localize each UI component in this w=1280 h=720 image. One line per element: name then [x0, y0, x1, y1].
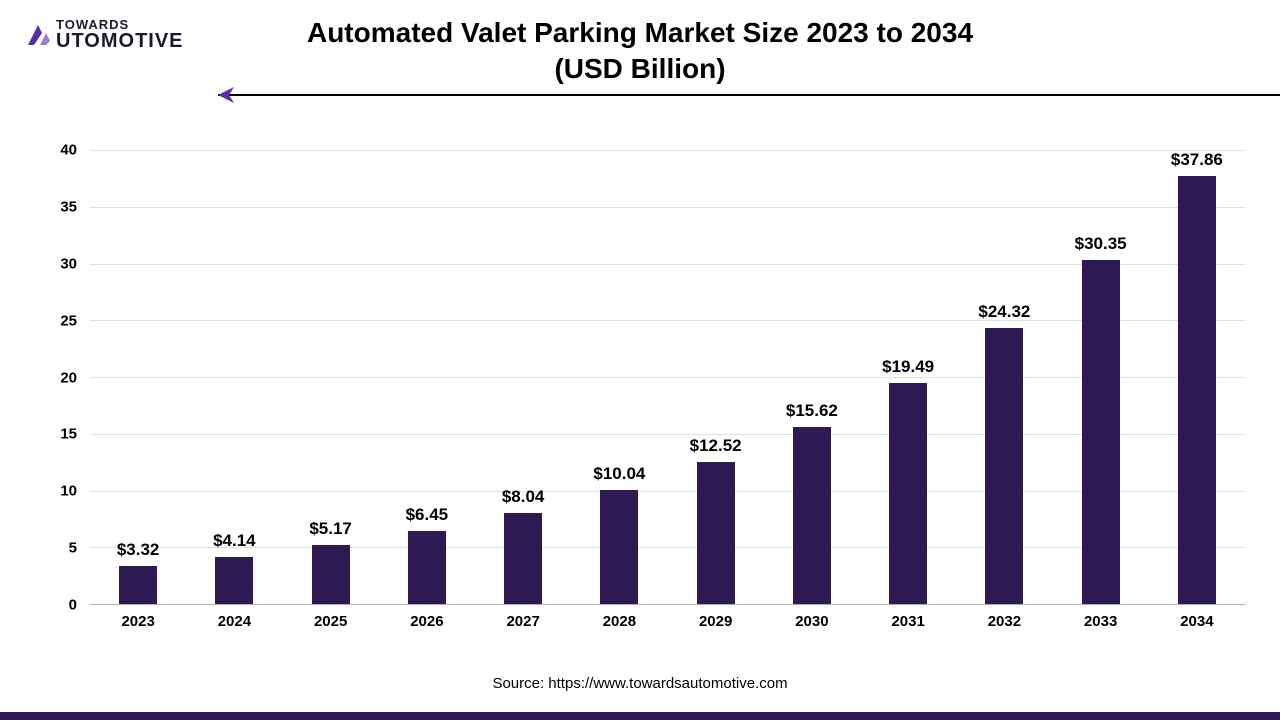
- bar: [697, 462, 735, 604]
- x-tick-label: 2027: [475, 607, 571, 630]
- bar-chart: 0510152025303540 $3.32$4.14$5.17$6.45$8.…: [50, 150, 1245, 630]
- bar-value-label: $6.45: [406, 505, 449, 525]
- y-tick: 15: [60, 426, 77, 443]
- bar-group: $24.32: [956, 150, 1052, 604]
- bar-value-label: $15.62: [786, 401, 838, 421]
- x-tick-label: 2034: [1149, 607, 1245, 630]
- y-tick: 0: [69, 597, 77, 614]
- bar-value-label: $4.14: [213, 531, 256, 551]
- bar-group: $3.32: [90, 150, 186, 604]
- y-tick: 5: [69, 540, 77, 557]
- bottom-accent-bar: [0, 712, 1280, 720]
- bars-container: $3.32 $4.14 $5.17 $6.45 $8.04 $10.04 $12.52 $15…: [90, 150, 1245, 604]
- y-tick: 25: [60, 312, 77, 329]
- bar: [408, 531, 446, 604]
- bar-value-label: $30.35: [1075, 234, 1127, 254]
- bar: [793, 427, 831, 604]
- bar-value-label: $10.04: [593, 464, 645, 484]
- y-axis: 0510152025303540: [50, 150, 85, 605]
- y-tick: 35: [60, 198, 77, 215]
- bar-group: $15.62: [764, 150, 860, 604]
- plot-area: $3.32 $4.14 $5.17 $6.45 $8.04 $10.04 $12.52 $15…: [90, 150, 1245, 605]
- x-tick-label: 2023: [90, 607, 186, 630]
- x-tick-label: 2033: [1053, 607, 1149, 630]
- source-text: Source: https://www.towardsautomotive.co…: [0, 675, 1280, 692]
- y-tick: 10: [60, 483, 77, 500]
- x-axis: 2023202420252026202720282029203020312032…: [90, 607, 1245, 630]
- bar-value-label: $5.17: [309, 519, 352, 539]
- arrow-left-icon: [216, 84, 238, 106]
- bar-value-label: $37.86: [1171, 150, 1223, 170]
- title-line-2: (USD Billion): [554, 53, 725, 84]
- bar: [1082, 260, 1120, 604]
- bar: [985, 328, 1023, 604]
- bar-value-label: $19.49: [882, 357, 934, 377]
- bar-group: $5.17: [283, 150, 379, 604]
- bar: [504, 513, 542, 604]
- x-tick-label: 2026: [379, 607, 475, 630]
- bar-group: $10.04: [571, 150, 667, 604]
- x-tick-label: 2031: [860, 607, 956, 630]
- bar-group: $8.04: [475, 150, 571, 604]
- title-line-1: Automated Valet Parking Market Size 2023…: [307, 17, 973, 48]
- bar-group: $12.52: [668, 150, 764, 604]
- x-tick-label: 2029: [668, 607, 764, 630]
- divider-line: [218, 94, 1280, 96]
- bar-group: $30.35: [1053, 150, 1149, 604]
- chart-title: Automated Valet Parking Market Size 2023…: [0, 15, 1280, 88]
- x-tick-label: 2025: [283, 607, 379, 630]
- bar: [1178, 176, 1216, 604]
- x-tick-label: 2028: [571, 607, 667, 630]
- bar: [600, 490, 638, 604]
- bar-group: $19.49: [860, 150, 956, 604]
- x-tick-label: 2032: [956, 607, 1052, 630]
- x-tick-label: 2030: [764, 607, 860, 630]
- y-tick: 20: [60, 369, 77, 386]
- bar-value-label: $8.04: [502, 487, 545, 507]
- bar-value-label: $12.52: [690, 436, 742, 456]
- bar: [215, 557, 253, 604]
- y-tick: 40: [60, 142, 77, 159]
- bar-group: $37.86: [1149, 150, 1245, 604]
- bar-value-label: $24.32: [978, 302, 1030, 322]
- x-tick-label: 2024: [186, 607, 282, 630]
- bar-value-label: $3.32: [117, 540, 160, 560]
- bar: [312, 545, 350, 604]
- bar-group: $4.14: [186, 150, 282, 604]
- bar-group: $6.45: [379, 150, 475, 604]
- bar: [889, 383, 927, 604]
- bar: [119, 566, 157, 604]
- y-tick: 30: [60, 255, 77, 272]
